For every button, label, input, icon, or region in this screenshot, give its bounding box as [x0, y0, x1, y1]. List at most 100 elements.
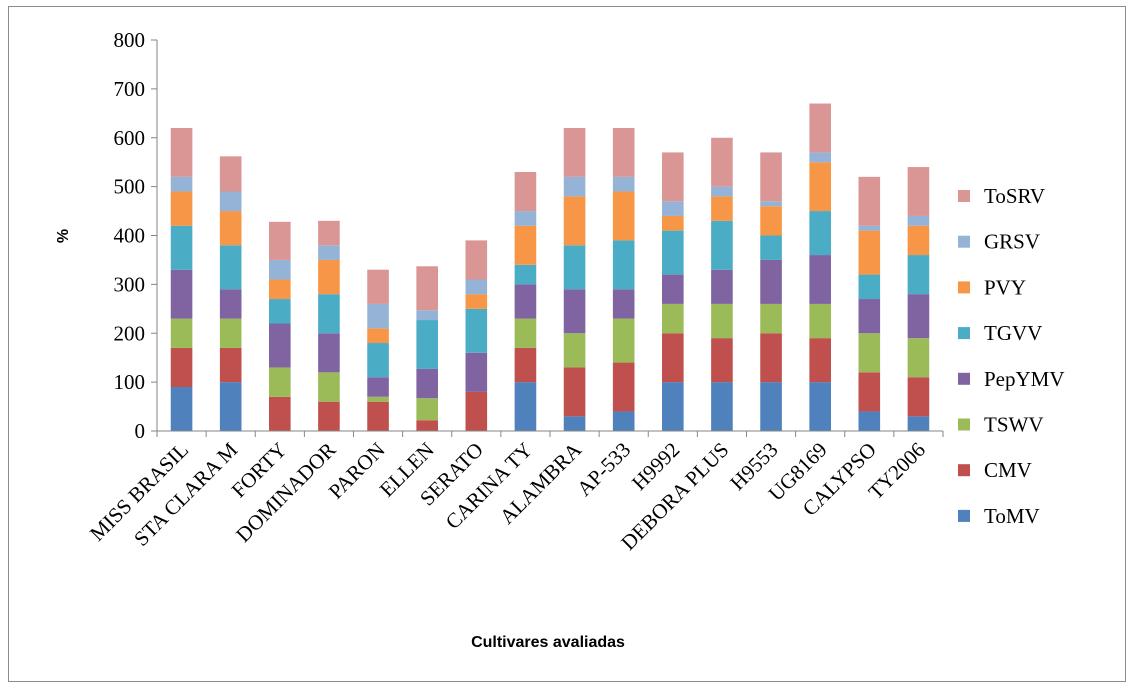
bar-segment-pepymv-12: [711, 269, 733, 304]
bar-segment-tgvv-10: [612, 240, 635, 290]
bar-segment-tomv-11: [662, 382, 684, 432]
x-tick-label: AP-533: [572, 438, 635, 501]
bar-segment-cmv-6: [416, 420, 438, 431]
bar-segment-tosrv-14: [809, 103, 831, 153]
bar-segment-tosrv-4: [318, 220, 340, 246]
y-tick-labels: 0 100 200 300 400 500 600 700 800: [114, 28, 146, 443]
bar-segment-pvy-2: [219, 211, 242, 246]
bar-segment-tgvv-16: [907, 255, 930, 295]
legend-label-cmv: CMV: [984, 458, 1032, 482]
bar-segment-pvy-16: [907, 225, 930, 256]
bar-segment-tgvv-12: [711, 220, 733, 270]
y-tick-label: 800: [114, 28, 146, 52]
bar-segment-tomv-13: [760, 382, 782, 432]
x-axis-label: Cultivares avaliadas: [471, 634, 625, 651]
bar-segment-tomv-14: [809, 382, 831, 432]
bar-segment-tgvv-8: [514, 264, 537, 285]
bar-segment-pepymv-5: [367, 377, 389, 397]
bar-segment-tosrv-12: [711, 137, 733, 187]
bar-segment-tswv-6: [416, 398, 438, 421]
bar-segment-tswv-1: [170, 318, 193, 348]
legend-swatch-pepymv: [958, 372, 970, 385]
bar-segment-tosrv-6: [416, 266, 438, 311]
bar-segment-grsv-6: [416, 310, 438, 321]
bar-segment-tomv-2: [219, 382, 242, 432]
bar-segment-pepymv-4: [318, 333, 340, 373]
bar-segment-pvy-11: [662, 215, 684, 231]
bar-segment-pepymv-2: [219, 289, 242, 319]
legend-label-pepymv: PepYMV: [984, 367, 1065, 391]
y-tick-label: 300: [114, 272, 146, 296]
legend-swatch-cmv: [958, 464, 970, 477]
bar-segment-tomv-9: [563, 416, 586, 431]
bar-segment-grsv-7: [465, 279, 488, 295]
bar-segment-tosrv-7: [465, 240, 488, 280]
legend-label-grsv: GRSV: [984, 230, 1040, 254]
bar-segment-grsv-3: [269, 259, 291, 280]
axes-layer: [151, 39, 944, 437]
legend-label-tosrv: ToSRV: [984, 184, 1045, 208]
legend-swatch-tomv: [958, 509, 970, 522]
bar-segment-grsv-1: [170, 176, 193, 192]
y-tick-label: 100: [114, 370, 146, 394]
y-axis-label: %: [55, 229, 72, 243]
legend-swatch-tosrv: [958, 190, 970, 202]
bar-segment-grsv-2: [219, 191, 242, 212]
y-tick-label: 700: [114, 77, 146, 101]
bar-segment-cmv-5: [367, 401, 389, 431]
bar-segment-grsv-9: [563, 176, 586, 197]
legend-label-tgvv: TGVV: [984, 321, 1042, 345]
bar-segment-tswv-11: [662, 303, 684, 334]
bar-segment-grsv-15: [858, 225, 881, 231]
bar-segment-pvy-1: [170, 191, 193, 226]
y-tick-label: 0: [135, 419, 146, 443]
bar-segment-grsv-16: [907, 215, 930, 226]
bar-segment-tomv-16: [907, 416, 930, 431]
bar-segment-tosrv-1: [170, 127, 193, 177]
x-tick-label: PARON: [324, 438, 390, 504]
bar-segment-tomv-10: [612, 411, 635, 431]
bar-segment-tosrv-15: [858, 176, 881, 226]
bar-segment-tgvv-14: [809, 211, 831, 256]
bar-segment-grsv-8: [514, 211, 537, 226]
bar-segment-tswv-10: [612, 318, 635, 363]
bar-segment-grsv-5: [367, 303, 389, 329]
bar-segment-tomv-15: [858, 411, 881, 431]
y-tick-label: 200: [114, 321, 146, 345]
bars-layer: [170, 103, 930, 432]
legend: ToSRV GRSV PVY TGVV PepYMV TSWV CMV ToMV: [958, 184, 1065, 528]
bar-segment-cmv-4: [318, 401, 340, 431]
bar-segment-pvy-14: [809, 162, 831, 212]
bar-segment-cmv-15: [858, 372, 881, 412]
bar-segment-cmv-7: [465, 391, 488, 431]
bar-segment-pvy-9: [563, 196, 586, 246]
legend-swatch-grsv: [958, 235, 970, 248]
y-tick-label: 500: [114, 175, 146, 199]
bar-segment-pvy-12: [711, 196, 733, 221]
bar-segment-tgvv-6: [416, 320, 438, 369]
legend-label-tomv: ToMV: [984, 504, 1040, 528]
bar-segment-cmv-11: [662, 333, 684, 383]
bar-segment-cmv-13: [760, 333, 782, 383]
bar-segment-tgvv-4: [318, 294, 340, 334]
bar-segment-tswv-3: [269, 367, 291, 397]
legend-label-tswv: TSWV: [984, 413, 1044, 437]
legend-swatch-tgvv: [958, 327, 970, 340]
bar-segment-pepymv-7: [465, 352, 488, 392]
bar-segment-tosrv-16: [907, 167, 930, 216]
bar-segment-tswv-12: [711, 303, 733, 339]
bar-segment-tgvv-13: [760, 235, 782, 260]
bar-segment-cmv-9: [563, 367, 586, 417]
bar-segment-pvy-8: [514, 225, 537, 265]
bar-segment-grsv-12: [711, 186, 733, 197]
bar-segment-pepymv-15: [858, 299, 881, 334]
bar-segment-pepymv-13: [760, 259, 782, 304]
bar-segment-tswv-15: [858, 333, 881, 373]
bar-segment-tosrv-2: [219, 156, 242, 192]
bar-segment-tgvv-5: [367, 343, 389, 378]
bar-segment-pepymv-1: [170, 269, 193, 319]
bar-segment-tosrv-11: [662, 152, 684, 202]
y-tick-label: 400: [114, 224, 146, 248]
